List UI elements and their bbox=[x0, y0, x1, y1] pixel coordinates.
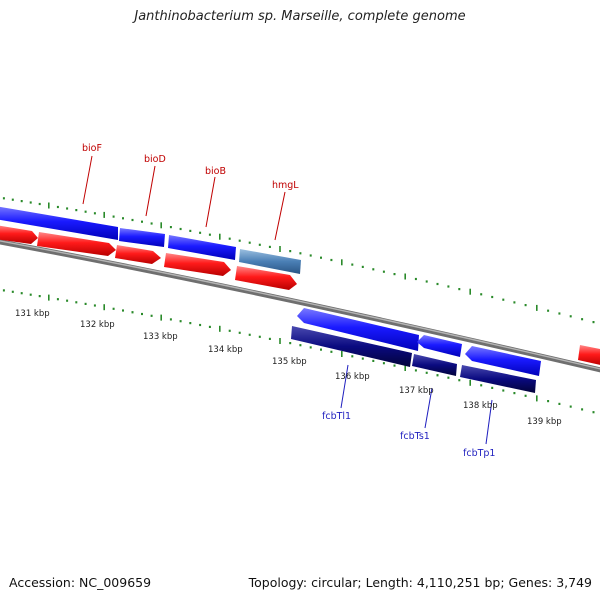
scale-label-131: 131 kbp bbox=[15, 309, 50, 319]
gene-arrow-red-6[interactable] bbox=[578, 345, 600, 366]
scale-label-134: 134 kbp bbox=[208, 345, 243, 355]
forward-strand-genes bbox=[0, 206, 301, 274]
gene-arrow-fcbTs1[interactable] bbox=[417, 335, 462, 357]
gene-bar-bioF-region[interactable] bbox=[0, 206, 118, 240]
scale-labels: 131 kbp 132 kbp 133 kbp 134 kbp 135 kbp … bbox=[15, 309, 562, 427]
lower-tick-ring bbox=[2, 289, 595, 414]
gene-label-bioF[interactable]: bioF bbox=[82, 143, 102, 154]
lower-strand-genes bbox=[291, 308, 541, 393]
gene-bar-fcbTl1[interactable] bbox=[291, 326, 412, 367]
scale-label-135: 135 kbp bbox=[272, 357, 307, 367]
genome-backbone bbox=[0, 239, 600, 373]
gene-label-fcbTp1[interactable]: fcbTp1 bbox=[463, 448, 495, 459]
scale-label-136: 136 kbp bbox=[335, 372, 370, 382]
scale-label-138: 138 kbp bbox=[463, 401, 498, 411]
gene-bar-bioD[interactable] bbox=[119, 228, 165, 247]
scale-label-137: 137 kbp bbox=[399, 386, 434, 396]
gene-labels: bioF bioD bioB hmgL fcbTl1 fcbTs1 fcbTp1 bbox=[82, 143, 495, 459]
gene-label-fcbTl1[interactable]: fcbTl1 bbox=[322, 411, 351, 422]
scale-label-139: 139 kbp bbox=[527, 417, 562, 427]
accession-text: Accession: NC_009659 bbox=[9, 575, 152, 590]
genome-title: Janthinobacterium sp. Marseille, complet… bbox=[134, 9, 466, 24]
genome-backbone-highlight bbox=[0, 240, 600, 370]
gene-bar-hmgL[interactable] bbox=[239, 249, 301, 274]
gene-arrow-fcb-large[interactable] bbox=[297, 308, 419, 351]
gene-arrow-red-5[interactable] bbox=[235, 266, 297, 290]
gene-label-hmgL[interactable]: hmgL bbox=[272, 180, 299, 191]
gene-arrow-red-4[interactable] bbox=[164, 253, 231, 276]
gene-bar-fcbTp1-dark[interactable] bbox=[460, 365, 536, 393]
gene-bar-fcbTs1-dark[interactable] bbox=[412, 354, 457, 376]
scale-label-133: 133 kbp bbox=[143, 332, 178, 342]
genome-summary-text: Topology: circular; Length: 4,110,251 bp… bbox=[248, 575, 592, 590]
scale-label-132: 132 kbp bbox=[80, 320, 115, 330]
upper-tick-ring bbox=[2, 197, 595, 324]
reverse-strand-genes bbox=[0, 225, 600, 366]
gene-arrow-red-2[interactable] bbox=[37, 232, 116, 256]
gene-arrow-red-3[interactable] bbox=[115, 245, 161, 264]
gene-label-bioD[interactable]: bioD bbox=[144, 154, 166, 165]
gene-arrow-red-1[interactable] bbox=[0, 225, 38, 244]
gene-label-fcbTs1[interactable]: fcbTs1 bbox=[400, 431, 430, 442]
gene-bar-bioB[interactable] bbox=[168, 235, 236, 260]
gene-label-callouts bbox=[82, 155, 493, 445]
gene-arrow-fcbTp1[interactable] bbox=[465, 346, 541, 376]
gene-label-bioB[interactable]: bioB bbox=[205, 166, 226, 177]
